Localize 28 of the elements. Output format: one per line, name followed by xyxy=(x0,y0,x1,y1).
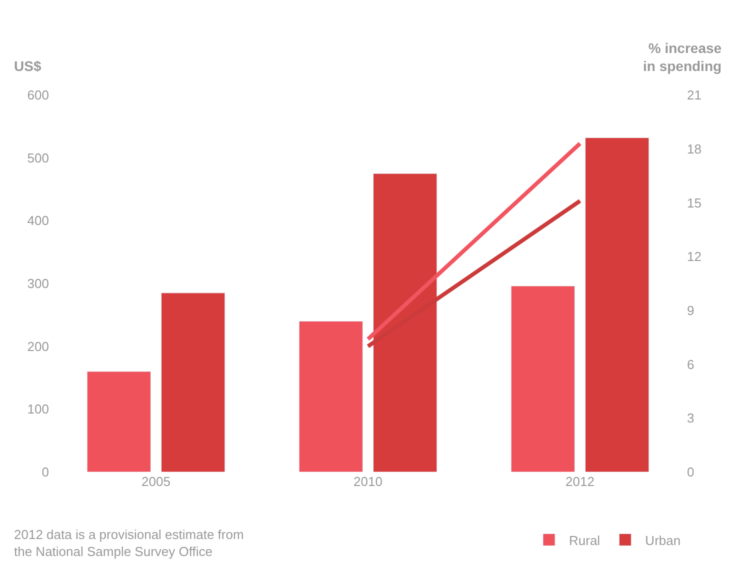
x-tick-label: 2012 xyxy=(566,474,594,489)
bar xyxy=(86,371,151,472)
y2-tick-label: 18 xyxy=(687,141,702,156)
y-tick-label: 0 xyxy=(42,464,49,480)
y-axis-title: US$ xyxy=(14,58,42,74)
y2-tick-label: 15 xyxy=(687,195,702,210)
bar xyxy=(161,292,226,472)
y-tick-label: 200 xyxy=(27,338,49,354)
legend-label: Urban xyxy=(645,532,681,548)
y-tick-label: 600 xyxy=(27,88,49,103)
y-tick-label: 400 xyxy=(27,213,49,228)
bar xyxy=(298,320,363,472)
x-tick-label: 2005 xyxy=(142,474,170,489)
legend-label: Rural xyxy=(569,532,600,548)
y2-tick-label: 12 xyxy=(687,249,702,264)
text: 2012 data is a provisional estimate from the National Sample Survey Office xyxy=(14,527,244,559)
bar xyxy=(510,286,575,472)
y2-tick-label: 6 xyxy=(687,356,694,372)
y2-tick-label: 0 xyxy=(687,464,694,480)
y-tick-label: 100 xyxy=(27,402,49,417)
y-tick-label: 300 xyxy=(27,276,49,292)
y2-tick-label: 9 xyxy=(687,302,694,318)
x-tick-label: 2010 xyxy=(354,474,382,489)
y2-tick-label: 3 xyxy=(687,410,694,426)
bar xyxy=(585,137,650,472)
y-tick-label: 500 xyxy=(27,150,49,166)
y2-tick-label: 21 xyxy=(687,88,702,103)
y2-axis-title: % increase in spending xyxy=(643,40,722,74)
